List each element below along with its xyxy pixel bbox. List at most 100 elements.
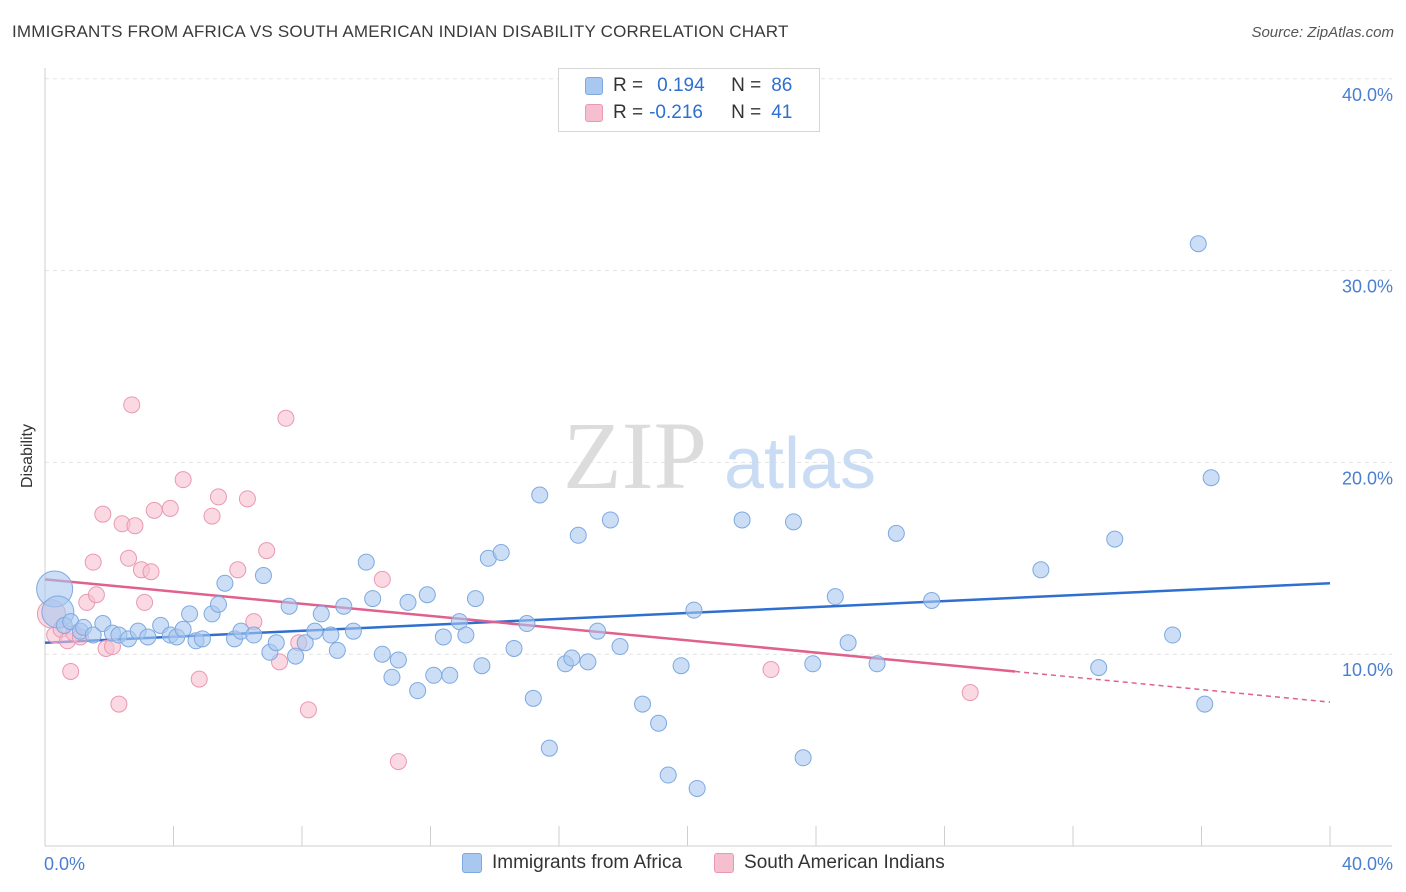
point-immigrants-from-africa [794, 749, 812, 767]
point-south-american-indians [136, 593, 154, 611]
point-immigrants-from-africa [1090, 659, 1108, 677]
point-south-american-indians [961, 684, 979, 702]
point-immigrants-from-africa [1202, 469, 1220, 487]
chart-title: IMMIGRANTS FROM AFRICA VS SOUTH AMERICAN… [12, 22, 789, 41]
point-immigrants-from-africa [569, 526, 587, 544]
point-immigrants-from-africa [1032, 561, 1050, 579]
y-tick-label: 20.0% [1342, 468, 1393, 488]
legend-label-south-american: South American Indians [744, 852, 945, 873]
point-immigrants-from-africa [839, 634, 857, 652]
point-south-american-indians [123, 396, 141, 414]
legend-n-value: 41 [771, 102, 793, 123]
watermark-zip: ZIP [563, 402, 707, 509]
point-immigrants-from-africa [174, 620, 192, 638]
trend-line-south-american-extension [1015, 670, 1331, 703]
point-immigrants-from-africa [887, 524, 905, 542]
legend-n-label: N = [731, 102, 762, 123]
legend-n-value: 86 [771, 75, 793, 96]
point-immigrants-from-africa [434, 628, 452, 646]
point-south-american-indians [174, 471, 192, 489]
legend-swatch-africa [462, 853, 482, 873]
legend-swatch-south-american [714, 853, 735, 873]
point-immigrants-from-africa [579, 653, 597, 671]
point-south-american-indians [203, 507, 221, 525]
watermark: ZIP atlas [563, 402, 876, 509]
point-immigrants-from-africa [441, 666, 459, 684]
point-immigrants-from-africa [383, 668, 401, 686]
point-immigrants-from-africa [733, 511, 751, 529]
point-south-american-indians [62, 662, 80, 680]
point-south-american-indians [277, 409, 295, 427]
legend-row-south-american: R = -0.216 N = 41 [585, 101, 792, 125]
point-south-american-indians [258, 542, 276, 560]
point-immigrants-from-africa [611, 638, 629, 656]
point-immigrants-from-africa [409, 682, 427, 700]
point-immigrants-from-africa [357, 553, 375, 571]
point-immigrants-from-africa [826, 588, 844, 606]
point-immigrants-from-africa [563, 649, 581, 667]
point-immigrants-from-africa [287, 647, 305, 665]
y-tick-label: 10.0% [1342, 660, 1393, 680]
point-immigrants-from-africa [457, 626, 475, 644]
point-immigrants-from-africa [254, 567, 272, 585]
correlation-legend: R = 0.194 N = 86 R = -0.216 N = 41 [558, 68, 820, 132]
point-immigrants-from-africa [364, 590, 382, 608]
point-immigrants-from-africa [418, 586, 436, 604]
point-immigrants-from-africa [540, 739, 558, 757]
source-label: Source: ZipAtlas.com [1251, 24, 1394, 41]
point-immigrants-from-africa [672, 657, 690, 675]
point-south-american-indians [84, 553, 102, 571]
point-immigrants-from-africa [389, 651, 407, 669]
point-immigrants-from-africa [1196, 695, 1214, 713]
point-immigrants-from-africa [193, 630, 211, 648]
point-immigrants-from-africa [531, 486, 549, 504]
point-immigrants-from-africa [650, 714, 668, 732]
point-south-american-indians [145, 501, 163, 519]
point-immigrants-from-africa [209, 595, 227, 613]
point-immigrants-from-africa [505, 639, 523, 657]
point-immigrants-from-africa [296, 634, 314, 652]
point-immigrants-from-africa [685, 601, 703, 619]
point-south-american-indians [94, 505, 112, 523]
legend-r-label: R = [613, 102, 644, 123]
point-immigrants-from-africa [344, 622, 362, 640]
point-south-american-indians [120, 549, 138, 567]
legend-row-africa: R = 0.194 N = 86 [585, 74, 792, 98]
point-immigrants-from-africa [868, 655, 886, 673]
point-immigrants-from-africa [518, 615, 536, 633]
point-immigrants-from-africa [280, 597, 298, 615]
point-immigrants-from-africa [923, 591, 941, 609]
point-south-american-indians [229, 561, 247, 579]
point-immigrants-from-africa [328, 641, 346, 659]
point-immigrants-from-africa [139, 628, 157, 646]
point-south-american-indians [110, 695, 128, 713]
point-immigrants-from-africa [399, 593, 417, 611]
grid-lines [45, 78, 1392, 655]
point-immigrants-from-africa [306, 622, 324, 640]
point-immigrants-from-africa [425, 666, 443, 684]
point-immigrants-from-africa [84, 626, 102, 644]
legend-r-value: 0.194 [657, 75, 705, 96]
point-immigrants-from-africa [335, 597, 353, 615]
point-immigrants-from-africa [1189, 235, 1207, 253]
legend-swatch-pink [585, 104, 603, 122]
point-immigrants-from-africa [589, 622, 607, 640]
point-south-american-indians [762, 661, 780, 679]
y-tick-label: 30.0% [1342, 277, 1393, 297]
point-immigrants-from-africa [216, 574, 234, 592]
y-tick-label: 40.0% [1342, 85, 1393, 105]
point-immigrants-from-africa [245, 626, 263, 644]
tick-labels: 10.0% 20.0% 30.0% 40.0% 0.0% 40.0% [44, 85, 1393, 874]
point-immigrants-from-africa [1106, 530, 1124, 548]
point-immigrants-from-africa [688, 779, 706, 797]
legend-n-label: N = [731, 75, 762, 96]
point-south-american-indians [299, 701, 317, 719]
x-tick-label: 40.0% [1342, 854, 1393, 874]
point-south-american-indians [142, 563, 160, 581]
legend-r-label: R = [613, 75, 644, 96]
point-south-american-indians [161, 499, 179, 517]
point-south-american-indians [190, 670, 208, 688]
point-south-american-indians [209, 488, 227, 506]
point-immigrants-from-africa [524, 689, 542, 707]
